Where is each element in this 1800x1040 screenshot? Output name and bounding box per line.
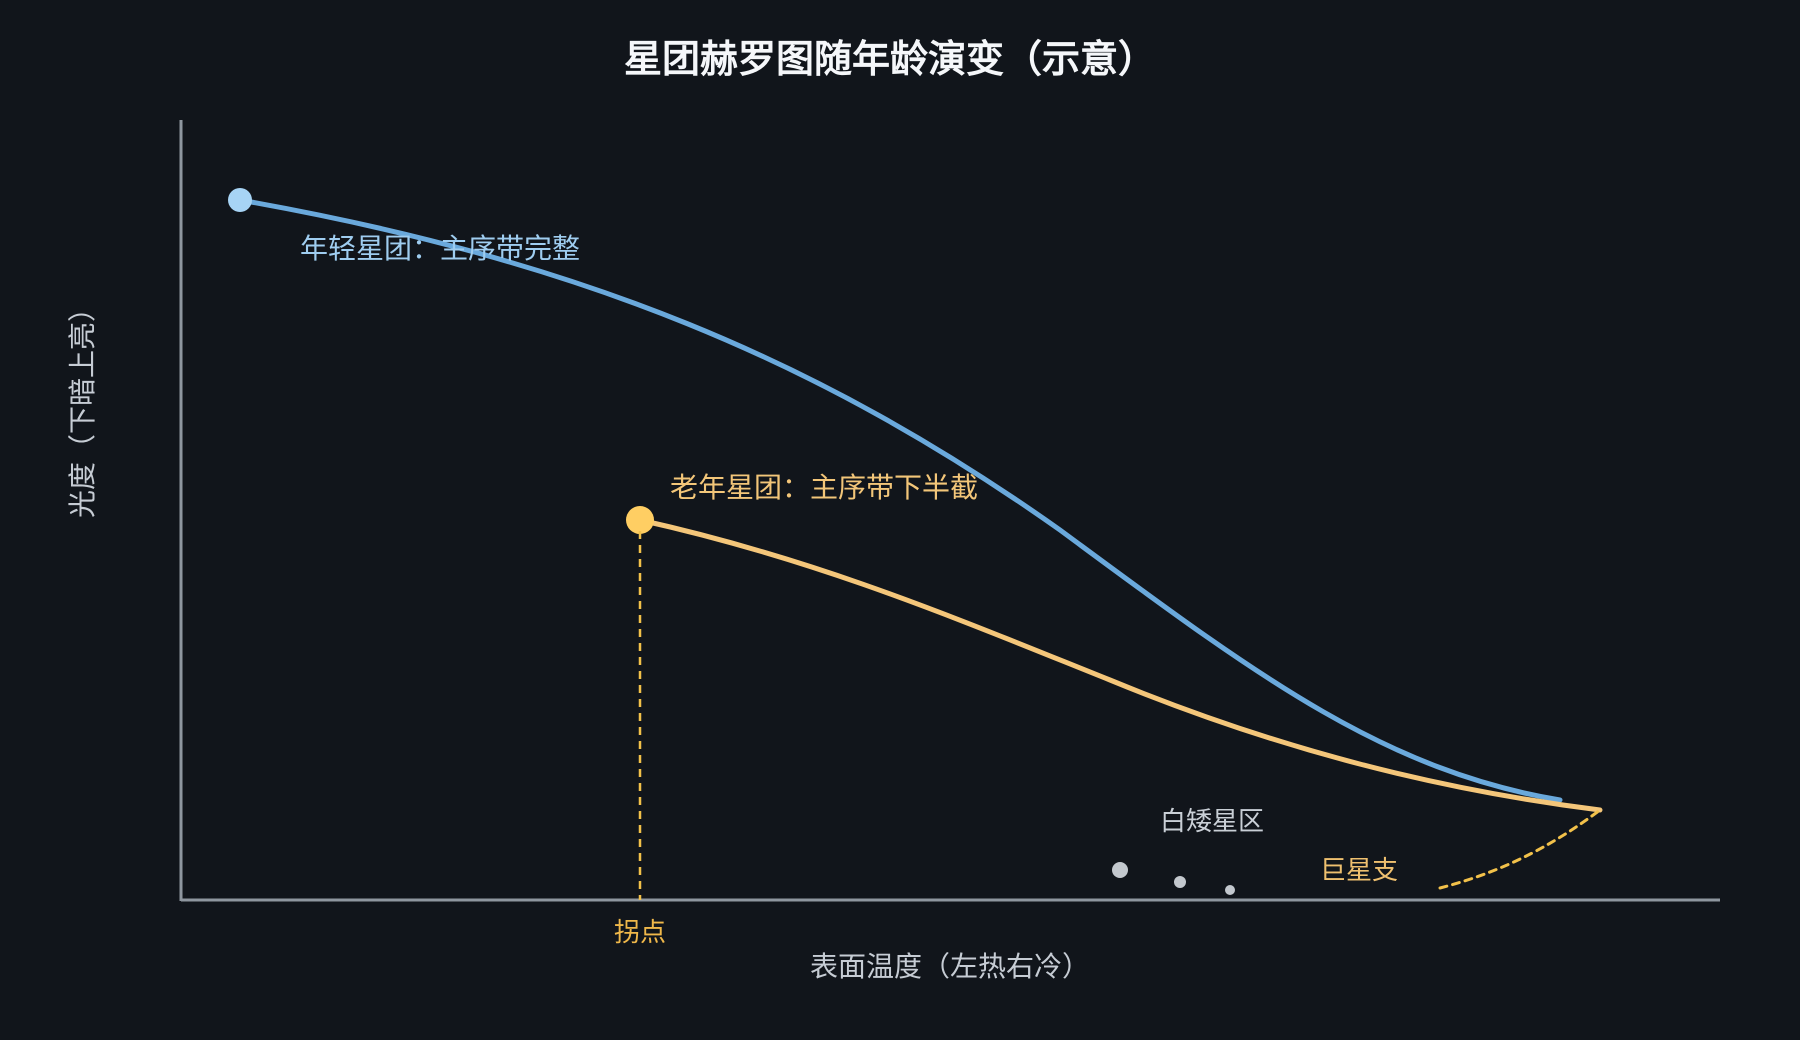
y-axis-label: 光度（下暗上亮） [66, 294, 99, 518]
young-cluster-main-sequence-curve [237, 197, 1563, 803]
diagram-title: 星团赫罗图随年龄演变（示意） [624, 37, 1156, 81]
giant-branch-dashed-curve [1438, 808, 1602, 890]
old-cluster-turnoff-point [626, 506, 654, 534]
giant-branch-label: 巨星支 [1320, 856, 1398, 886]
old-cluster-main-sequence-curve [637, 517, 1603, 813]
white-dwarf-label: 白矮星区 [1160, 807, 1264, 837]
old-cluster-label: 老年星团：主序带下半截 [670, 471, 978, 504]
young-cluster-top-point [228, 188, 252, 212]
turnoff-label: 拐点 [614, 918, 666, 948]
white-dwarf-dot-3 [1225, 885, 1235, 895]
x-axis-label: 表面温度（左热右冷） [810, 950, 1090, 983]
white-dwarf-dot-2 [1174, 876, 1186, 888]
white-dwarf-dot-1 [1112, 862, 1128, 878]
young-cluster-label: 年轻星团：主序带完整 [300, 232, 580, 265]
